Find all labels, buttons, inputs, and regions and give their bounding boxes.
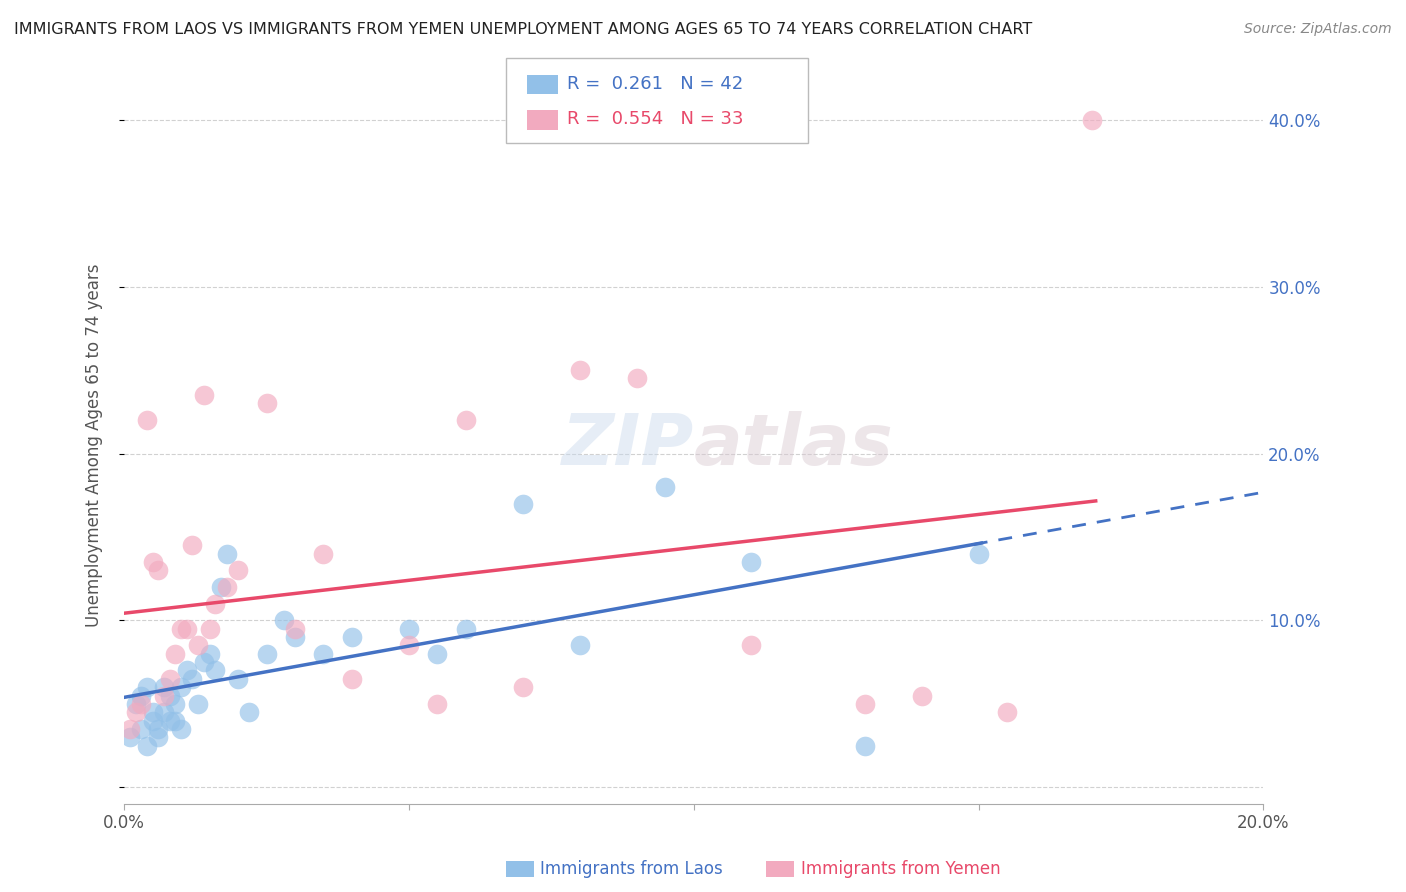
Point <box>853 739 876 753</box>
Point <box>148 563 170 577</box>
Point <box>340 672 363 686</box>
Point <box>176 622 198 636</box>
Point <box>312 547 335 561</box>
Point <box>153 689 176 703</box>
Point <box>129 697 152 711</box>
Point <box>215 547 238 561</box>
Point <box>853 697 876 711</box>
Point <box>426 647 449 661</box>
Point <box>568 639 591 653</box>
Point <box>187 639 209 653</box>
Point <box>165 714 187 728</box>
Point <box>135 680 157 694</box>
Point <box>153 680 176 694</box>
Point <box>995 705 1018 719</box>
Point <box>118 730 141 744</box>
Point <box>226 672 249 686</box>
Point <box>142 714 165 728</box>
Text: Immigrants from Yemen: Immigrants from Yemen <box>801 860 1001 878</box>
Point <box>398 639 420 653</box>
Point <box>910 689 932 703</box>
Point <box>193 388 215 402</box>
Point <box>181 538 204 552</box>
Point <box>129 689 152 703</box>
Point <box>181 672 204 686</box>
Point <box>226 563 249 577</box>
Y-axis label: Unemployment Among Ages 65 to 74 years: Unemployment Among Ages 65 to 74 years <box>86 263 103 627</box>
Point <box>148 730 170 744</box>
Point <box>740 639 762 653</box>
Point <box>142 705 165 719</box>
Point <box>454 413 477 427</box>
Point <box>740 555 762 569</box>
Point <box>165 647 187 661</box>
Point <box>454 622 477 636</box>
Point <box>159 689 181 703</box>
Text: Source: ZipAtlas.com: Source: ZipAtlas.com <box>1244 22 1392 37</box>
Point <box>204 597 226 611</box>
Point <box>256 396 278 410</box>
Point <box>215 580 238 594</box>
Point <box>153 705 176 719</box>
Point <box>142 555 165 569</box>
Point <box>568 363 591 377</box>
Point <box>124 705 146 719</box>
Point <box>312 647 335 661</box>
Point <box>340 630 363 644</box>
Point <box>209 580 232 594</box>
Point <box>284 630 307 644</box>
Point <box>135 413 157 427</box>
Point <box>654 480 676 494</box>
Point <box>198 622 221 636</box>
Text: ZIP: ZIP <box>561 410 693 480</box>
Point <box>187 697 209 711</box>
Text: R =  0.554   N = 33: R = 0.554 N = 33 <box>567 111 744 128</box>
Point <box>398 622 420 636</box>
Point <box>176 664 198 678</box>
Text: IMMIGRANTS FROM LAOS VS IMMIGRANTS FROM YEMEN UNEMPLOYMENT AMONG AGES 65 TO 74 Y: IMMIGRANTS FROM LAOS VS IMMIGRANTS FROM … <box>14 22 1032 37</box>
Point <box>193 655 215 669</box>
Point <box>165 697 187 711</box>
Point <box>170 622 193 636</box>
Point <box>135 739 157 753</box>
Point <box>967 547 990 561</box>
Point <box>626 371 648 385</box>
Point <box>129 722 152 736</box>
Text: atlas: atlas <box>693 410 893 480</box>
Point <box>256 647 278 661</box>
Point <box>159 672 181 686</box>
Point <box>124 697 146 711</box>
Point <box>512 680 534 694</box>
Point <box>204 664 226 678</box>
Point <box>170 722 193 736</box>
Point <box>159 714 181 728</box>
Point <box>198 647 221 661</box>
Point <box>512 497 534 511</box>
Text: Immigrants from Laos: Immigrants from Laos <box>540 860 723 878</box>
Point <box>426 697 449 711</box>
Point <box>118 722 141 736</box>
Point <box>273 614 295 628</box>
Point <box>1081 112 1104 127</box>
Point <box>148 722 170 736</box>
Text: R =  0.261   N = 42: R = 0.261 N = 42 <box>567 75 742 93</box>
Point <box>238 705 260 719</box>
Point <box>284 622 307 636</box>
Point <box>170 680 193 694</box>
